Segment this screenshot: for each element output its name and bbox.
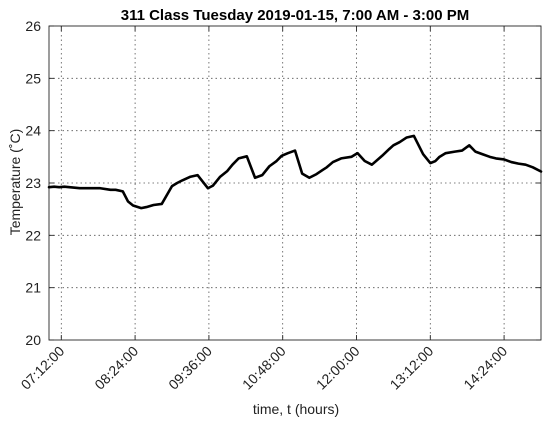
y-tick-label: 25 (25, 70, 41, 86)
y-tick-label: 24 (25, 123, 41, 139)
y-tick-label: 20 (25, 332, 41, 348)
y-tick-label: 21 (25, 280, 41, 296)
y-axis-label: Temperature (˚C) (7, 129, 23, 236)
y-tick-label: 23 (25, 175, 41, 191)
x-axis-label: time, t (hours) (253, 401, 339, 417)
y-tick-labels: 20 21 22 23 24 25 26 (25, 18, 41, 348)
grid-layer (49, 26, 541, 340)
y-tick-label: 26 (25, 18, 41, 34)
chart-title: 311 Class Tuesday 2019-01-15, 7:00 AM - … (121, 7, 470, 24)
temperature-series-line (47, 134, 543, 210)
series-layer (47, 134, 543, 210)
axes-box (48, 25, 542, 341)
plot-frame (48, 25, 542, 341)
y-tick-label: 22 (25, 227, 41, 243)
